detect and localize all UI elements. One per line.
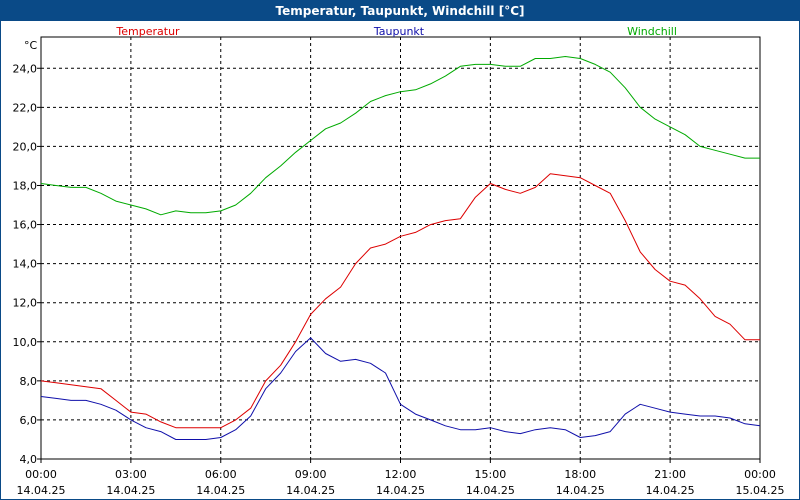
x-tick-time-label: 03:00 bbox=[115, 468, 147, 481]
x-tick-date-label: 14.04.25 bbox=[106, 484, 155, 497]
x-axis-ticks: 00:00 14.04.25 03:00 14.04.25 06:00 14.04.25 0… bbox=[17, 459, 785, 497]
series-line-windchill bbox=[40, 56, 760, 216]
x-tick-date-label: 14.04.25 bbox=[466, 484, 515, 497]
y-axis-unit-label: °C bbox=[24, 39, 38, 52]
y-tick-label: 4,0 bbox=[20, 453, 38, 466]
legend-entry-temperatur: Temperatur bbox=[115, 25, 180, 38]
y-tick-label: 14,0 bbox=[13, 258, 38, 271]
x-tick-time-label: 06:00 bbox=[205, 468, 237, 481]
grid-lines bbox=[41, 37, 760, 459]
y-axis-ticks: 4,0 6,0 8,0 10,0 12,0 14,0 16,0 18,0 20,0 22,0 24,… bbox=[13, 62, 41, 466]
series-line-temperatur bbox=[40, 173, 760, 429]
x-tick-time-label: 09:00 bbox=[295, 468, 327, 481]
series-line-taupunkt bbox=[40, 337, 761, 440]
legend-entry-windchill: Windchill bbox=[627, 25, 677, 38]
series-lines bbox=[40, 56, 761, 440]
legend-entry-taupunkt: Taupunkt bbox=[373, 25, 425, 38]
x-tick-time-label: 18:00 bbox=[564, 468, 596, 481]
x-tick-time-label: 21:00 bbox=[654, 468, 686, 481]
y-tick-label: 22,0 bbox=[13, 101, 38, 114]
y-tick-label: 16,0 bbox=[13, 219, 38, 232]
y-tick-label: 24,0 bbox=[13, 62, 38, 75]
x-tick-date-label: 15.04.25 bbox=[736, 484, 785, 497]
x-tick-time-label: 00:00 bbox=[25, 468, 57, 481]
x-tick-time-label: 12:00 bbox=[385, 468, 417, 481]
y-tick-label: 18,0 bbox=[13, 179, 38, 192]
legend: Temperatur Taupunkt Windchill bbox=[115, 25, 677, 38]
x-tick-date-label: 14.04.25 bbox=[196, 484, 245, 497]
y-tick-label: 10,0 bbox=[13, 336, 38, 349]
x-tick-date-label: 14.04.25 bbox=[556, 484, 605, 497]
x-tick-time-label: 15:00 bbox=[475, 468, 507, 481]
x-tick-date-label: 14.04.25 bbox=[646, 484, 695, 497]
x-tick-date-label: 14.04.25 bbox=[376, 484, 425, 497]
y-tick-label: 12,0 bbox=[13, 297, 38, 310]
x-tick-date-label: 14.04.25 bbox=[286, 484, 335, 497]
x-tick-time-label: 00:00 bbox=[744, 468, 776, 481]
x-tick-date-label: 14.04.25 bbox=[17, 484, 66, 497]
y-tick-label: 20,0 bbox=[13, 140, 38, 153]
window-title: Temperatur, Taupunkt, Windchill [°C] bbox=[1, 1, 799, 21]
y-tick-label: 8,0 bbox=[20, 375, 38, 388]
y-tick-label: 6,0 bbox=[20, 414, 38, 427]
